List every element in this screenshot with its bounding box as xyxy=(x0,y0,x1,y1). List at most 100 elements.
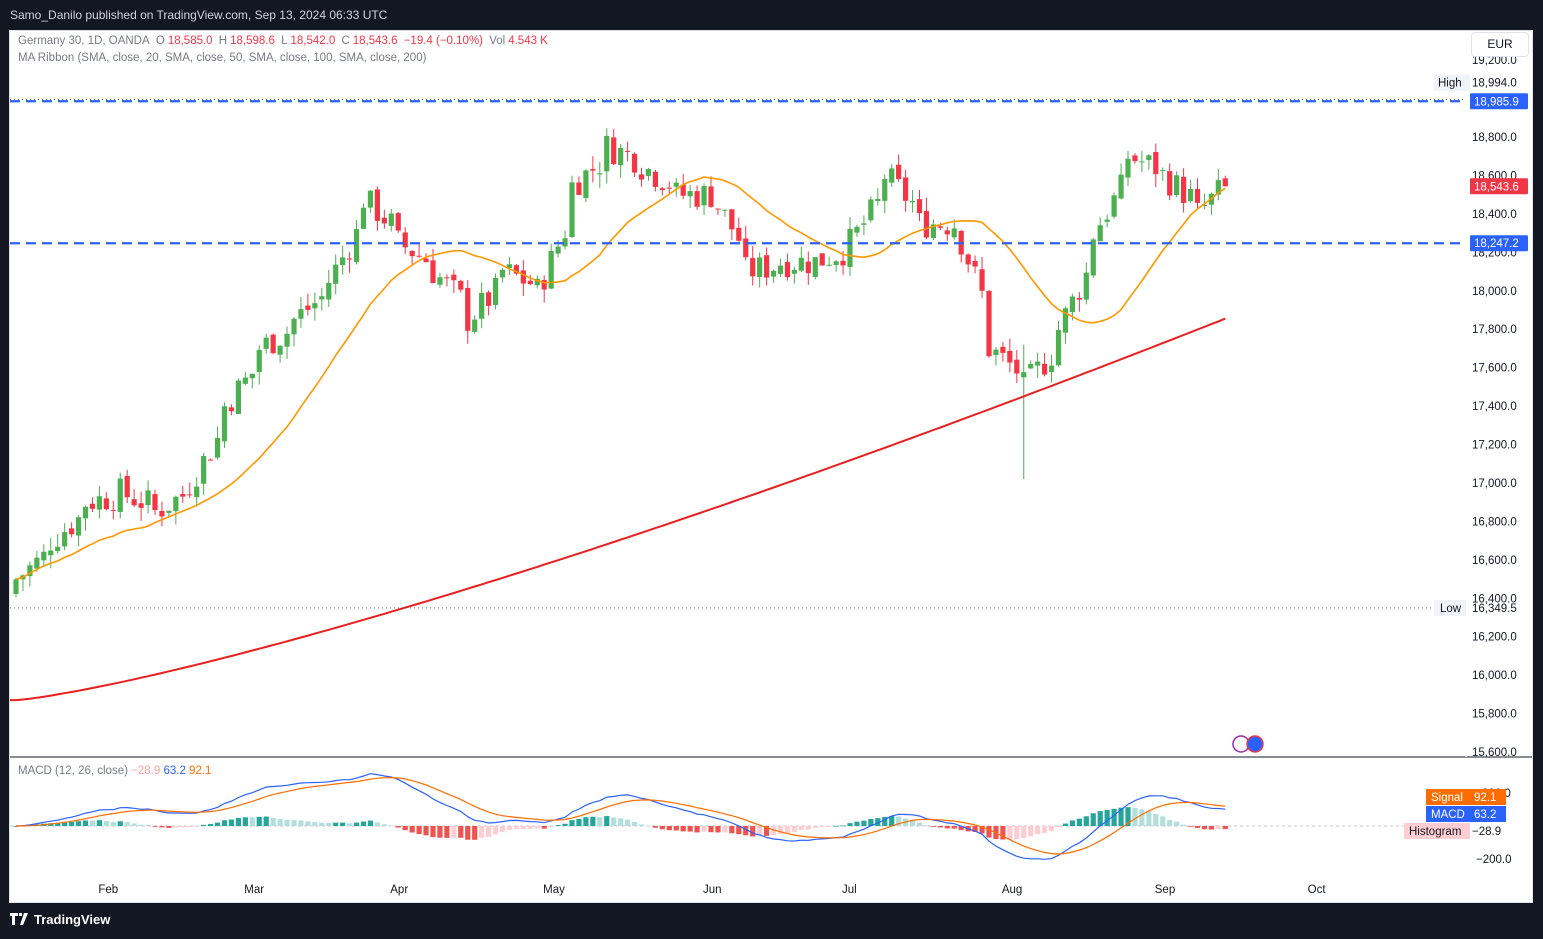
time-tick-aug: Aug xyxy=(1002,884,1022,896)
macd-hist-bar xyxy=(611,817,617,826)
candle-body xyxy=(638,174,645,180)
macd-hist-bar xyxy=(625,819,631,826)
candle-body xyxy=(1153,152,1159,175)
candle-body xyxy=(729,209,735,230)
candle-body xyxy=(208,459,214,461)
candle-body xyxy=(1055,330,1062,366)
macd-hist-bar xyxy=(520,826,526,829)
macd-hist-bar xyxy=(228,819,235,826)
candle-body xyxy=(812,257,818,277)
time-tick-may: May xyxy=(543,884,565,896)
histogram-label: Histogram xyxy=(1409,826,1461,838)
macd-hist-bar xyxy=(117,821,123,826)
candle-body xyxy=(479,292,485,319)
candle-body xyxy=(465,287,471,331)
price-tick: 18,400.0 xyxy=(1472,209,1517,221)
close-label: C xyxy=(341,35,350,47)
macd-hist-bar xyxy=(631,822,638,826)
time-tick-mar: Mar xyxy=(244,884,264,896)
candle-body xyxy=(284,333,290,347)
macd-line xyxy=(15,773,1226,860)
macd-hist-bar xyxy=(937,826,943,828)
candles-group xyxy=(13,128,1228,598)
price-tick: 16,400.0 xyxy=(1472,593,1517,605)
candle-body xyxy=(972,260,978,267)
candle-body xyxy=(166,510,172,513)
macd-hist-bar xyxy=(374,822,380,826)
candle-body xyxy=(55,546,61,551)
candle-body xyxy=(27,565,33,576)
candle-body xyxy=(513,265,519,274)
macd-hist-bar xyxy=(986,826,992,838)
publisher-line: Samo_Danilo published on TradingView.com… xyxy=(10,8,388,22)
candle-body xyxy=(986,290,992,357)
candle-body xyxy=(520,270,526,284)
ma20-line xyxy=(15,176,1226,581)
tradingview-logo-icon[interactable] xyxy=(10,913,30,927)
macd-hist-bar xyxy=(388,825,394,827)
signal-badge-label: Signal xyxy=(1431,792,1463,804)
macd-hist-bar xyxy=(333,822,339,826)
candle-body xyxy=(270,334,276,354)
macd-hist-bar xyxy=(96,820,102,826)
tradingview-brand[interactable]: TradingView xyxy=(34,912,111,927)
candle-body xyxy=(604,135,610,172)
macd-hist-bar xyxy=(110,822,116,826)
macd-hist-bar xyxy=(819,826,825,828)
candle-body xyxy=(187,494,193,496)
macd-hist-bar xyxy=(715,826,721,833)
macd-hist-bar xyxy=(173,826,179,828)
candle-body xyxy=(631,153,638,173)
macd-hist-bar xyxy=(583,817,589,826)
candle-body xyxy=(1021,372,1027,378)
candle-body xyxy=(687,191,693,197)
candle-body xyxy=(854,226,860,233)
macd-hist-bar xyxy=(1187,826,1194,827)
candle-body xyxy=(305,305,311,310)
macd-hist-bar xyxy=(1090,813,1096,826)
price-tick: 17,200.0 xyxy=(1472,440,1517,452)
candle-body xyxy=(1181,176,1187,203)
candle-body xyxy=(492,277,499,306)
macd-hist-bar xyxy=(1160,816,1166,826)
candle-body xyxy=(173,496,179,512)
ma-ribbon-legend[interactable]: MA Ribbon (SMA, close, 20, SMA, close, 5… xyxy=(18,52,427,64)
candle-body xyxy=(923,210,930,238)
chart-canvas[interactable]: 19,200.018,800.018,600.018,400.018,200.0… xyxy=(10,31,1534,904)
macd-legend-name[interactable]: MACD (12, 26, close) xyxy=(18,765,128,777)
price-tick: 18,800.0 xyxy=(1472,132,1517,144)
candle-body xyxy=(75,517,82,536)
ma200-line xyxy=(10,317,1226,702)
currency-button[interactable]: EUR xyxy=(1471,32,1529,57)
candle-body xyxy=(381,217,387,224)
time-tick-feb: Feb xyxy=(98,884,118,896)
candle-body xyxy=(777,265,784,274)
candle-body xyxy=(340,257,346,266)
macd-hist-bar xyxy=(882,816,888,826)
macd-hist-bar xyxy=(465,826,471,840)
price-tick: 16,200.0 xyxy=(1472,632,1517,644)
macd-hist-bar xyxy=(423,826,429,836)
macd-hist-bar xyxy=(1146,811,1152,826)
macd-hist-bar xyxy=(1000,826,1006,840)
candle-body xyxy=(652,171,658,187)
chart-frame[interactable]: 19,200.0 18,800.0 18,600.0 18,400.0 18,200.0… xyxy=(9,30,1533,903)
candle-body xyxy=(1000,346,1006,353)
macd-hist-bar xyxy=(1083,816,1089,826)
macd-hist-bar xyxy=(402,826,408,831)
candle-body xyxy=(353,229,360,263)
macd-hist-bar xyxy=(409,826,415,833)
macd-hist-bar xyxy=(597,817,603,826)
macd-hist-bar xyxy=(1111,808,1117,826)
macd-hist-bar xyxy=(527,826,533,829)
high-label: H xyxy=(218,35,228,47)
candle-body xyxy=(666,187,672,189)
macd-hist-bar xyxy=(256,816,262,826)
symbol-name[interactable]: Germany 30, 1D, OANDA xyxy=(18,35,150,47)
last-price-badge-bg xyxy=(1470,178,1528,195)
macd-hist-bar xyxy=(694,826,700,833)
candle-body xyxy=(388,213,394,226)
macd-hist-bar xyxy=(548,826,554,827)
macd-hist-bar xyxy=(944,826,950,829)
candle-body xyxy=(367,190,374,208)
